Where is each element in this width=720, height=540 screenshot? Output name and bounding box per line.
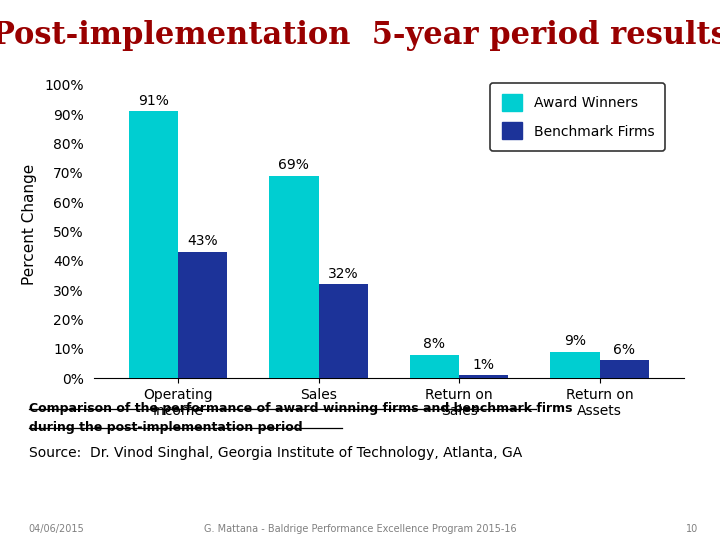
Text: 91%: 91%: [138, 94, 168, 107]
Text: Source:  Dr. Vinod Singhal, Georgia Institute of Technology, Atlanta, GA: Source: Dr. Vinod Singhal, Georgia Insti…: [29, 446, 522, 460]
Text: 43%: 43%: [187, 234, 218, 248]
Bar: [269, 176, 318, 378]
Bar: [129, 111, 178, 378]
Text: 69%: 69%: [279, 158, 310, 172]
Y-axis label: Percent Change: Percent Change: [22, 164, 37, 285]
Bar: [410, 355, 459, 378]
Bar: [459, 375, 508, 378]
Text: 6%: 6%: [613, 343, 635, 357]
Text: Post-implementation  5-year period results: Post-implementation 5-year period result…: [0, 19, 720, 51]
Bar: [600, 360, 649, 378]
Text: Comparison of the performance of award winning firms and benchmark firms: Comparison of the performance of award w…: [29, 402, 572, 415]
Text: 1%: 1%: [473, 357, 495, 372]
Bar: [178, 252, 227, 378]
Text: G. Mattana - Baldrige Performance Excellence Program 2015-16: G. Mattana - Baldrige Performance Excell…: [204, 523, 516, 534]
Bar: [318, 284, 368, 378]
Bar: [551, 352, 600, 378]
Text: 9%: 9%: [564, 334, 586, 348]
Text: 10: 10: [686, 523, 698, 534]
Text: during the post-implementation period: during the post-implementation period: [29, 421, 302, 434]
Text: 8%: 8%: [423, 337, 446, 351]
Text: 04/06/2015: 04/06/2015: [29, 523, 84, 534]
Text: 32%: 32%: [328, 267, 359, 281]
Legend: Award Winners, Benchmark Firms: Award Winners, Benchmark Firms: [490, 83, 665, 151]
